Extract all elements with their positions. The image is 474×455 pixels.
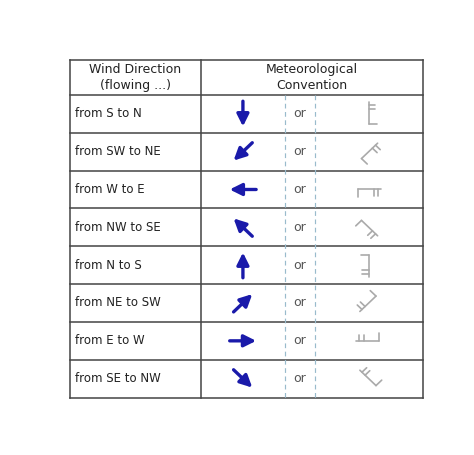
Text: or: or [293, 107, 306, 120]
Text: or: or [293, 297, 306, 309]
Text: from W to E: from W to E [75, 183, 145, 196]
Text: or: or [293, 183, 306, 196]
Text: or: or [293, 145, 306, 158]
Text: from N to S: from N to S [75, 258, 142, 272]
Text: (flowing ...): (flowing ...) [100, 79, 171, 91]
Text: Meteorological: Meteorological [266, 63, 358, 76]
Text: from S to N: from S to N [75, 107, 142, 120]
Text: or: or [293, 372, 306, 385]
Text: from SW to NE: from SW to NE [75, 145, 161, 158]
Text: Convention: Convention [276, 79, 347, 91]
Text: or: or [293, 221, 306, 234]
Text: or: or [293, 334, 306, 347]
Text: from E to W: from E to W [75, 334, 145, 347]
Text: or: or [293, 258, 306, 272]
Text: from SE to NW: from SE to NW [75, 372, 161, 385]
Text: Wind Direction: Wind Direction [90, 63, 182, 76]
Text: from NW to SE: from NW to SE [75, 221, 161, 234]
Text: from NE to SW: from NE to SW [75, 297, 161, 309]
